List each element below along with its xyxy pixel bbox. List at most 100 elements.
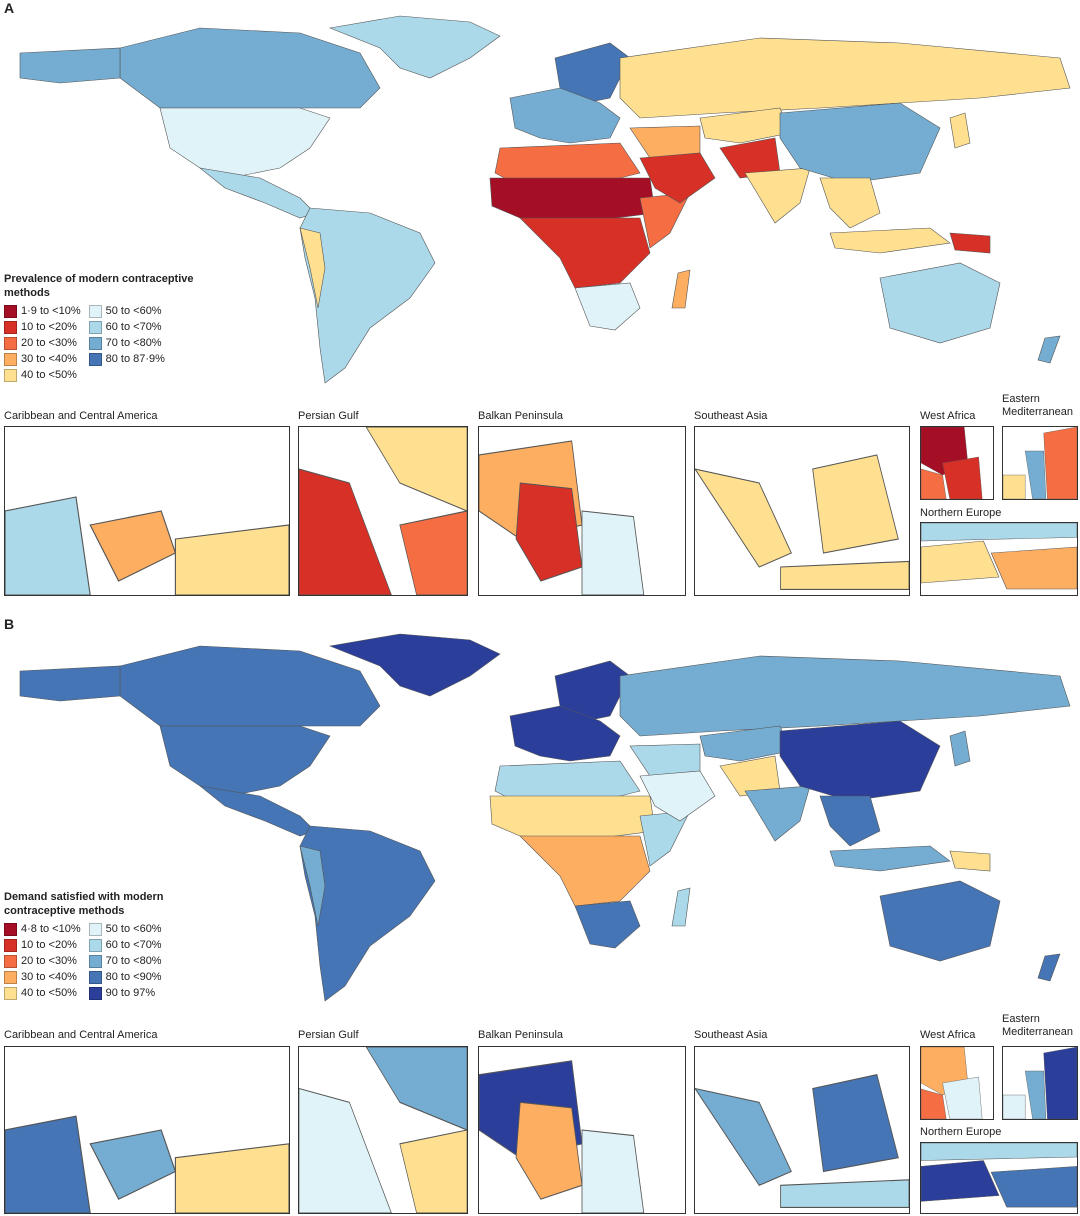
- region-png: [949, 232, 991, 254]
- inset-region: [1025, 1070, 1047, 1119]
- inset-region: [1043, 1047, 1077, 1119]
- legend-item: 20 to <30%: [4, 954, 81, 968]
- inset-region: [399, 1129, 467, 1213]
- inset-region: [921, 1143, 1077, 1161]
- inset-region: [1003, 1094, 1026, 1119]
- legend-swatch: [88, 938, 102, 952]
- legend-swatch: [4, 922, 17, 936]
- inset-region: [921, 540, 1000, 584]
- legend-swatch: [4, 986, 17, 1000]
- panel-a-legend-col-2: 50 to <60% 60 to <70% 70 to <80% 80 to 8…: [88, 304, 165, 382]
- inset-region: [780, 1179, 909, 1209]
- region-china: [779, 102, 941, 184]
- inset-region: [942, 1076, 983, 1119]
- region-russia: [619, 37, 1071, 119]
- inset-map-west-africa: [920, 1046, 994, 1120]
- legend-item: 20 to <30%: [4, 336, 81, 350]
- panel-b-legend-col-2: 50 to <60% 60 to <70% 70 to <80% 80 to <…: [88, 922, 162, 1000]
- legend-item: 10 to <20%: [4, 320, 81, 334]
- region-alaska: [19, 665, 121, 702]
- inset-region: [1043, 427, 1077, 499]
- region-arabia: [639, 152, 716, 204]
- inset-label-northern-europe: Northern Europe: [920, 507, 1002, 519]
- region-indonesia: [829, 227, 951, 254]
- inset-region: [581, 510, 645, 595]
- panel-b-legend: Demand satisfied with modern contracepti…: [4, 890, 214, 1000]
- region-central-america: [198, 167, 316, 219]
- region-central-africa: [519, 835, 651, 907]
- inset-label-northern-europe: Northern Europe: [920, 1126, 1002, 1138]
- inset-region: [174, 524, 289, 595]
- region-japan: [949, 730, 971, 767]
- region-south-asia: [744, 167, 811, 224]
- inset-region: [399, 510, 467, 595]
- panel-a-legend: Prevalence of modern contraceptive metho…: [4, 272, 214, 382]
- inset-region: [1003, 474, 1026, 499]
- legend-item: 30 to <40%: [4, 970, 81, 984]
- legend-swatch: [4, 336, 17, 350]
- inset-region: [921, 1088, 947, 1119]
- inset-label-caribbean: Caribbean and Central America: [4, 410, 158, 422]
- region-madagascar: [671, 269, 691, 309]
- inset-label-caribbean: Caribbean and Central America: [4, 1029, 158, 1041]
- region-central-asia: [699, 107, 791, 144]
- inset-region: [89, 1129, 177, 1200]
- inset-region: [515, 482, 583, 582]
- inset-label-persian-gulf: Persian Gulf: [298, 1029, 359, 1041]
- legend-swatch: [88, 970, 102, 984]
- legend-item: 1·9 to <10%: [4, 304, 81, 318]
- region-europe: [509, 87, 621, 144]
- inset-label-west-africa: West Africa: [920, 1029, 976, 1041]
- inset-label-balkan: Balkan Peninsula: [478, 410, 564, 422]
- region-new-zealand: [1037, 335, 1061, 364]
- region-russia: [619, 655, 1071, 737]
- region-madagascar: [671, 887, 691, 927]
- legend-swatch: [88, 320, 102, 334]
- region-usa: [159, 725, 331, 795]
- inset-region: [581, 1129, 645, 1213]
- region-canada: [119, 27, 381, 109]
- legend-item: 80 to <90%: [88, 970, 162, 984]
- inset-map-southeast-asia: [694, 426, 910, 596]
- inset-map-persian-gulf: [298, 1046, 468, 1214]
- region-andes: [299, 227, 326, 309]
- inset-map-caribbean: [4, 426, 290, 596]
- legend-swatch: [88, 986, 102, 1000]
- region-greenland: [328, 15, 501, 79]
- inset-map-caribbean: [4, 1046, 290, 1214]
- region-central-america: [198, 785, 316, 837]
- region-central-asia: [699, 725, 791, 762]
- inset-region: [89, 510, 177, 582]
- legend-swatch: [4, 938, 17, 952]
- inset-label-southeast-asia: Southeast Asia: [694, 1029, 768, 1041]
- region-central-africa: [519, 217, 651, 289]
- inset-region: [921, 468, 947, 499]
- region-new-zealand: [1037, 953, 1061, 982]
- region-south-america: [299, 825, 436, 1002]
- inset-label-persian-gulf: Persian Gulf: [298, 410, 359, 422]
- legend-swatch: [88, 922, 102, 936]
- region-arabia: [639, 770, 716, 822]
- legend-item: 10 to <20%: [4, 938, 81, 952]
- legend-swatch: [4, 304, 17, 318]
- inset-region: [695, 1087, 792, 1186]
- legend-item: 60 to <70%: [88, 320, 165, 334]
- legend-item: 70 to <80%: [88, 954, 162, 968]
- inset-label-balkan: Balkan Peninsula: [478, 1029, 564, 1041]
- inset-region: [5, 1115, 91, 1213]
- panel-b-legend-title: Demand satisfied with modern contracepti…: [4, 891, 164, 917]
- region-indonesia: [829, 845, 951, 872]
- inset-region: [365, 1047, 467, 1131]
- inset-region: [990, 1166, 1077, 1208]
- legend-swatch: [4, 368, 17, 382]
- region-sahel: [489, 795, 656, 839]
- inset-map-northern-europe: [920, 522, 1078, 596]
- region-andes: [299, 845, 326, 927]
- inset-region: [1025, 450, 1047, 499]
- region-sahel: [489, 177, 656, 221]
- inset-region: [365, 427, 467, 512]
- inset-region: [174, 1143, 289, 1213]
- inset-region: [812, 454, 899, 554]
- legend-item: 40 to <50%: [4, 368, 81, 382]
- inset-region: [942, 456, 983, 499]
